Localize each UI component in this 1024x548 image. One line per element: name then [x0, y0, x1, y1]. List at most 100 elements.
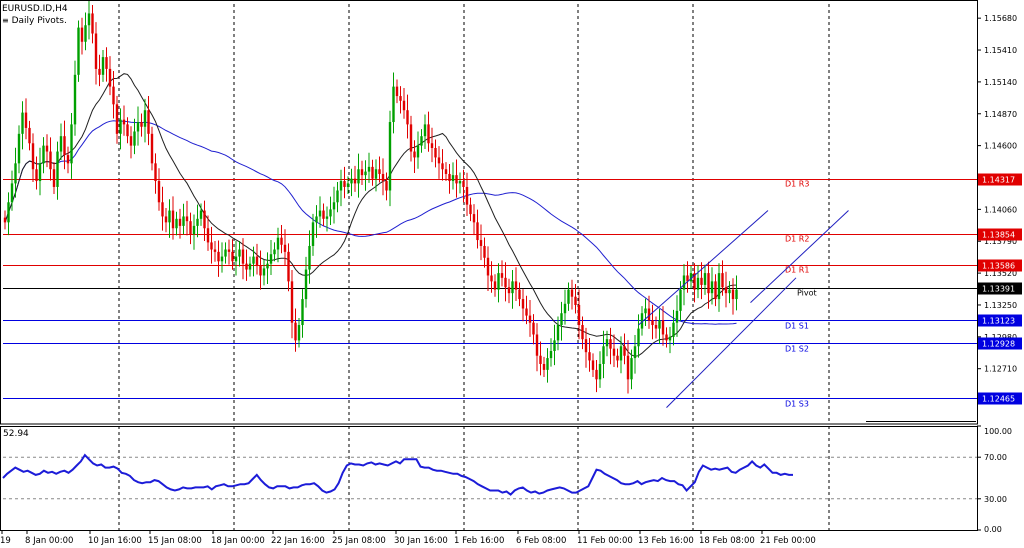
candle-body — [297, 325, 301, 341]
candle-body — [182, 216, 185, 226]
candle-body — [661, 320, 665, 335]
candle-body — [710, 281, 714, 294]
price-level-tag-label: 1.13391 — [982, 285, 1015, 294]
candle-body — [38, 163, 42, 182]
candle-body — [227, 249, 231, 252]
pivot-level-label: Pivot — [797, 289, 817, 298]
candle-body — [150, 133, 154, 164]
candle-body — [504, 277, 507, 288]
candle-body — [66, 155, 70, 164]
trendlines[interactable] — [638, 210, 849, 409]
candle-body — [98, 68, 101, 75]
candle-body — [80, 27, 84, 42]
candle-body — [651, 320, 654, 326]
candle-body — [728, 289, 731, 294]
channel-upper-trendline — [638, 210, 769, 326]
candle-body — [273, 249, 276, 255]
candle-body — [350, 178, 353, 184]
candle-body — [560, 313, 563, 326]
candle-body — [693, 273, 696, 290]
candle-body — [70, 124, 73, 164]
candle-body — [689, 273, 693, 282]
candle-body — [206, 228, 210, 243]
candle-body — [511, 281, 514, 294]
candle-body — [266, 263, 269, 269]
candle-body — [192, 225, 196, 235]
candle-body — [626, 355, 630, 380]
candle-body — [378, 169, 381, 174]
candle-body — [392, 86, 395, 123]
price-tick-label: 1.15410 — [984, 46, 1017, 55]
candle-body — [539, 355, 542, 364]
candle-body — [427, 124, 430, 144]
candle-body — [325, 216, 329, 219]
candle-body — [451, 175, 455, 182]
candle-body — [577, 304, 581, 326]
time-label: 21 Feb 00:00 — [760, 536, 816, 546]
price-level-tag — [978, 259, 1022, 272]
candle-body — [602, 346, 605, 364]
candle-body — [129, 136, 133, 146]
price-tick-label: 1.12980 — [984, 333, 1017, 342]
candle-body — [714, 281, 717, 300]
candle-body — [675, 310, 679, 323]
rsi-tick-label: 30.00 — [984, 495, 1007, 504]
candle-body — [126, 124, 129, 137]
time-label: 10 Jan 16:00 — [88, 536, 142, 546]
price-level-tag-label: 1.12465 — [982, 395, 1015, 404]
candle-body — [507, 287, 511, 294]
candle-body — [619, 346, 623, 361]
candle-body — [465, 186, 469, 205]
slow-moving-average — [4, 120, 737, 325]
candle-body — [493, 281, 497, 290]
candle-body — [679, 289, 682, 311]
candle-body — [469, 204, 472, 215]
candle-body — [276, 237, 280, 250]
candle-body — [252, 256, 255, 264]
candle-body — [294, 322, 297, 341]
price-level-tag — [978, 282, 1022, 295]
candle-body — [217, 251, 220, 262]
price-level-tag-label: 1.12928 — [982, 340, 1015, 349]
candle-body — [588, 352, 591, 361]
candle-body — [353, 178, 357, 184]
candle-body — [374, 169, 378, 179]
candle-body — [157, 181, 161, 203]
candle-body — [665, 334, 668, 341]
candle-body — [640, 313, 644, 329]
time-axis: 19 8 Jan 00:00 10 Jan 16:00 15 Jan 08:00 18 … — [0, 530, 816, 546]
candle-body — [329, 209, 332, 217]
pivot-level-label: D1 R3 — [785, 180, 809, 189]
candle-body — [259, 266, 262, 276]
candle-body — [343, 181, 346, 187]
price-tick-label: 1.13790 — [984, 237, 1017, 246]
candle-body — [84, 25, 87, 42]
candle-body — [570, 289, 574, 297]
candle-body — [735, 289, 738, 300]
fast-moving-average — [4, 73, 737, 357]
price-axis: 1.15680 1.15410 1.15140 1.14870 1.14600 1.143… — [977, 14, 1022, 534]
candle-body — [171, 210, 175, 229]
candle-body — [441, 163, 444, 170]
candle-body — [101, 57, 105, 75]
price-tick-label: 1.15680 — [984, 14, 1017, 23]
candle-body — [633, 346, 637, 359]
candle-body — [553, 340, 556, 352]
candle-body — [143, 110, 147, 127]
candle-body — [196, 218, 199, 226]
price-level-tag-label: 1.13586 — [982, 262, 1015, 271]
price-level-tag-label: 1.13854 — [982, 231, 1015, 240]
candle-body — [262, 268, 266, 276]
candle-body — [395, 86, 399, 97]
candle-body — [164, 216, 168, 223]
candle-body — [147, 110, 150, 134]
candle-body — [287, 251, 290, 282]
candle-body — [315, 216, 318, 223]
price-level-tag-label: 1.13123 — [982, 317, 1015, 326]
candle-body — [413, 151, 416, 158]
grid — [0, 4, 830, 530]
candle-body — [581, 325, 584, 340]
price-level-tag — [978, 392, 1022, 405]
candle-body — [280, 237, 283, 245]
